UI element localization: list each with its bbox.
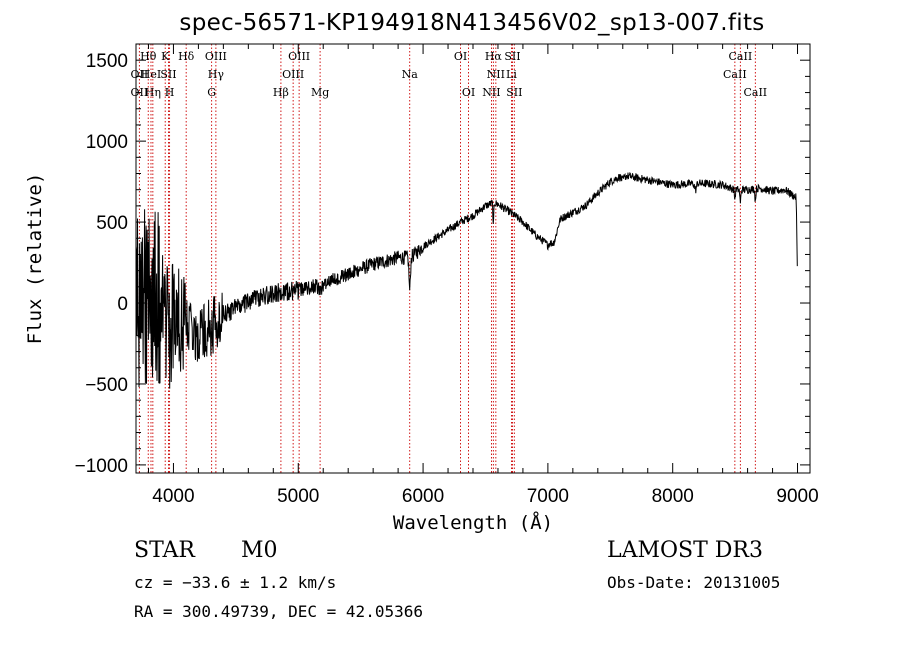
x-tick-label: 9000 [776,486,818,507]
spectral-line-label: Mg [311,86,329,99]
y-tick-label: 1000 [86,132,128,153]
ticks-layer [136,44,810,473]
y-axis-label: Flux (relative) [24,173,46,345]
coordinates: RA = 300.49739, DEC = 42.05366 [134,602,423,621]
spectral-line-label: Na [402,68,419,81]
x-tick-label: 7000 [527,486,569,507]
spectral-line-label: H [165,86,175,99]
x-tick-label: 4000 [152,486,194,507]
spectral-line-label: Hθ [140,50,157,63]
spectral-line-label: Hδ [178,50,195,63]
x-axis-label: Wavelength (Å) [393,511,553,534]
x-tick-label: 8000 [652,486,694,507]
redshift-value: cz = −33.6 ± 1.2 km/s [134,573,337,592]
plot-frame [135,43,811,474]
spectral-line-label: Hβ [273,86,289,99]
spectral-line-label: OI [454,50,467,63]
spectral-line-label: OII [131,86,149,99]
spectral-line-label: OIII [288,50,310,63]
line-labels-layer: OII OII Hθ HeI Hη K SII H Hδ OIII Hγ G Hβ OIII OIII Mg N… [131,50,768,99]
spectral-line-label: HeI [141,68,161,81]
spectral-line-label: OII [131,68,149,81]
object-subclass: M0 [241,538,278,563]
spectral-line-label: NII [487,68,505,81]
survey-name: LAMOST DR3 [607,538,763,563]
spectral-line-label: K [161,50,170,63]
spectral-line-label: SII [506,86,522,99]
spectral-line-label: SII [504,50,520,63]
spectral-line-label: OIII [282,68,304,81]
spectral-line-label: Hη [145,86,161,99]
spectral-line-label: NII [482,86,500,99]
spectral-line-label: CaII [729,50,753,63]
observation-date: Obs-Date: 20131005 [607,573,781,592]
spectral-line-label: CaII [723,68,747,81]
x-tick-label: 6000 [402,486,444,507]
y-tick-label: 0 [117,294,128,315]
spectral-lines-layer [138,44,756,473]
spectral-line-label: G [207,86,216,99]
y-tick-label: −500 [85,375,128,396]
spectral-line-label: Li [506,68,517,81]
spectrum-trace [135,172,798,389]
x-tick-label: 5000 [277,486,319,507]
y-tick-label: 500 [96,213,128,234]
spectral-line-label: OIII [205,50,227,63]
spectral-line-label: OI [462,86,475,99]
object-class: STAR [134,538,195,563]
chart-title: spec-56571-KP194918N413456V02_sp13-007.f… [179,10,765,36]
spectral-line-label: Hγ [208,68,225,81]
y-tick-label: −1000 [75,456,128,477]
spectrum-layer [135,172,798,389]
spectral-line-label: SII [160,68,176,81]
y-tick-label: 1500 [86,51,128,72]
tick-labels-layer: 4000 5000 6000 7000 8000 9000 −1000 −500 0 500 100… [75,51,819,507]
spectral-line-label: Hα [485,50,503,63]
spectral-line-label: CaII [743,86,767,99]
